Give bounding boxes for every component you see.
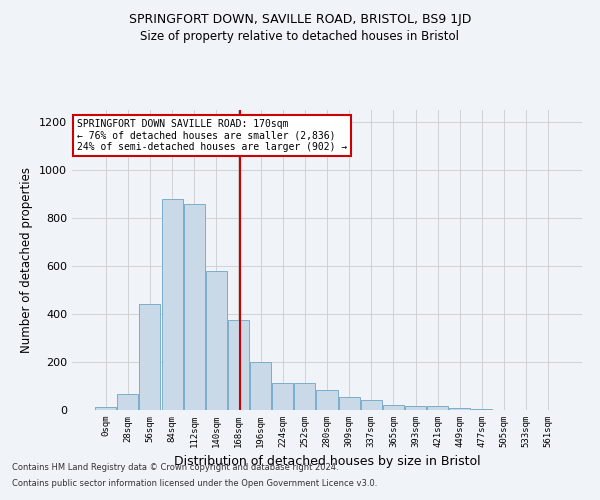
Bar: [472, 409, 493, 410]
Bar: [361, 400, 382, 410]
Bar: [161, 199, 182, 410]
Text: Size of property relative to detached houses in Bristol: Size of property relative to detached ho…: [140, 30, 460, 43]
Y-axis label: Number of detached properties: Number of detached properties: [20, 167, 34, 353]
Bar: [118, 394, 139, 410]
Bar: [427, 406, 448, 410]
Bar: [228, 320, 249, 410]
Bar: [206, 271, 227, 410]
Bar: [338, 397, 359, 410]
Bar: [405, 406, 426, 410]
Bar: [95, 407, 116, 410]
Text: SPRINGFORT DOWN SAVILLE ROAD: 170sqm
← 76% of detached houses are smaller (2,836: SPRINGFORT DOWN SAVILLE ROAD: 170sqm ← 7…: [77, 119, 347, 152]
Bar: [316, 390, 338, 410]
Text: SPRINGFORT DOWN, SAVILLE ROAD, BRISTOL, BS9 1JD: SPRINGFORT DOWN, SAVILLE ROAD, BRISTOL, …: [129, 12, 471, 26]
Text: Contains HM Land Registry data © Crown copyright and database right 2024.: Contains HM Land Registry data © Crown c…: [12, 464, 338, 472]
Bar: [383, 404, 404, 410]
X-axis label: Distribution of detached houses by size in Bristol: Distribution of detached houses by size …: [173, 456, 481, 468]
Bar: [139, 304, 160, 410]
Bar: [184, 204, 205, 410]
Text: Contains public sector information licensed under the Open Government Licence v3: Contains public sector information licen…: [12, 478, 377, 488]
Bar: [449, 408, 470, 410]
Bar: [295, 383, 316, 410]
Bar: [250, 362, 271, 410]
Bar: [272, 383, 293, 410]
